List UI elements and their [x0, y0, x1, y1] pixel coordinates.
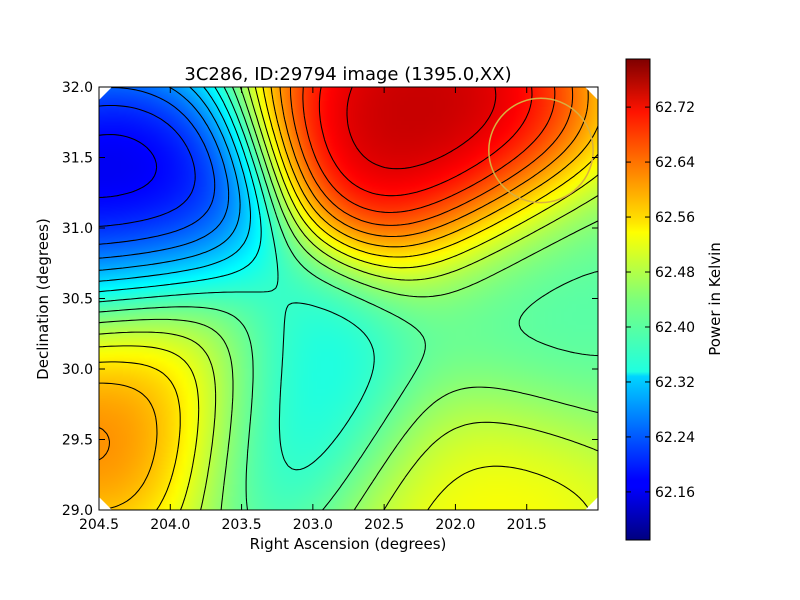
- y-tick-label: 32.0: [62, 80, 93, 96]
- x-tick-label: 201.5: [507, 517, 547, 533]
- y-axis-label: Declination (degrees): [34, 218, 52, 380]
- x-axis-label: Right Ascension (degrees): [250, 535, 447, 553]
- contour-line: [99, 87, 598, 510]
- heatmap-area: [99, 87, 598, 510]
- y-axis-ticks: 29.0 29.5 30.0 30.5 31.0 31.5 32.0: [62, 80, 598, 519]
- colorbar-tick-label: 62.32: [655, 375, 695, 391]
- contour-lines: [99, 87, 598, 510]
- x-axis-ticks: 204.5 204.0 203.5 203.0 202.5 202.0 201.5: [79, 87, 547, 533]
- colorbar-tick-label: 62.72: [655, 100, 695, 116]
- y-tick-label: 31.0: [62, 221, 93, 237]
- contour-line: [99, 87, 598, 510]
- colorbar-tick-label: 62.24: [655, 430, 695, 446]
- contour-line: [99, 87, 375, 471]
- contour-line: [99, 87, 598, 510]
- contour-line: [99, 104, 196, 227]
- x-tick-label: 203.5: [222, 517, 262, 533]
- contour-line: [302, 87, 556, 214]
- heatmap-image: [99, 87, 598, 510]
- x-tick-label: 204.5: [79, 517, 119, 533]
- colorbar-ticks: 62.16 62.24 62.32 62.40 62.48 62.56 62.64 62.72: [626, 100, 695, 501]
- contour-line: [99, 87, 598, 510]
- x-tick-label: 202.5: [364, 517, 404, 533]
- x-tick-label: 204.0: [150, 517, 190, 533]
- colorbar-tick-label: 62.16: [655, 485, 695, 501]
- y-tick-label: 29.0: [62, 503, 93, 519]
- source-circle-marker: [488, 97, 594, 204]
- x-tick-label: 203.0: [293, 517, 333, 533]
- contour-line: [99, 87, 262, 293]
- y-tick-label: 30.0: [62, 362, 93, 378]
- contour-line: [99, 87, 241, 271]
- y-tick-label: 30.5: [62, 292, 93, 308]
- colorbar-tick-label: 62.64: [655, 155, 695, 171]
- colorbar-label: Power in Kelvin: [706, 242, 724, 356]
- colorbar: [625, 58, 651, 541]
- contour-line: [346, 87, 497, 170]
- colorbar-tick-label: 62.40: [655, 320, 695, 336]
- contour-line: [289, 87, 574, 226]
- chart-title: 3C286, ID:29794 image (1395.0,XX): [184, 64, 511, 85]
- contour-line: [99, 87, 252, 282]
- contour-line: [318, 87, 533, 197]
- contour-line: [99, 87, 598, 510]
- contour-line: [99, 133, 158, 199]
- y-tick-label: 31.5: [62, 151, 93, 167]
- y-tick-label: 29.5: [62, 433, 93, 449]
- colorbar-tick-label: 62.56: [655, 210, 695, 226]
- x-tick-label: 202.0: [435, 517, 475, 533]
- colorbar-tick-label: 62.48: [655, 265, 695, 281]
